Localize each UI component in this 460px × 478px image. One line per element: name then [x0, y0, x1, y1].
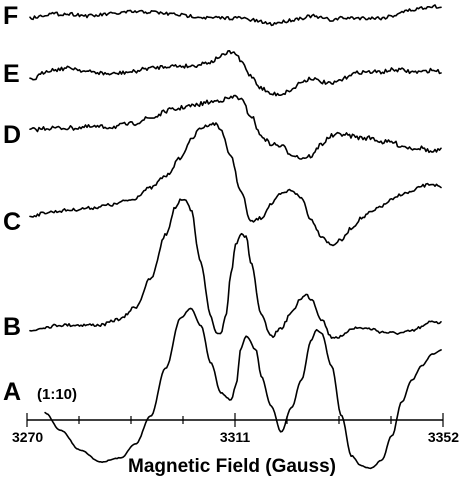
- x-axis-title: Magnetic Field (Gauss): [128, 456, 336, 477]
- trace-label-f: F: [3, 2, 18, 30]
- tick-label-3270: 3270: [12, 429, 43, 445]
- trace-label-d: D: [3, 121, 21, 149]
- scale-annotation: (1:10): [37, 386, 77, 403]
- x-axis-tick-labels: 3270 3311 3352: [12, 429, 459, 445]
- trace-labels: A B C D E F: [3, 2, 21, 406]
- tick-label-3352: 3352: [428, 429, 459, 445]
- trace-c: [29, 122, 442, 247]
- tick-label-3311: 3311: [220, 429, 251, 445]
- trace-label-e: E: [3, 60, 20, 88]
- spectrum-traces: [29, 4, 442, 470]
- x-axis-ticks: [26, 413, 444, 427]
- trace-e: [29, 49, 442, 97]
- trace-f: [29, 4, 442, 27]
- trace-b: [29, 198, 442, 339]
- trace-a: [44, 307, 442, 470]
- trace-label-c: C: [3, 208, 21, 236]
- trace-label-b: B: [3, 313, 21, 341]
- trace-label-a: A: [3, 378, 21, 406]
- trace-d: [29, 94, 442, 160]
